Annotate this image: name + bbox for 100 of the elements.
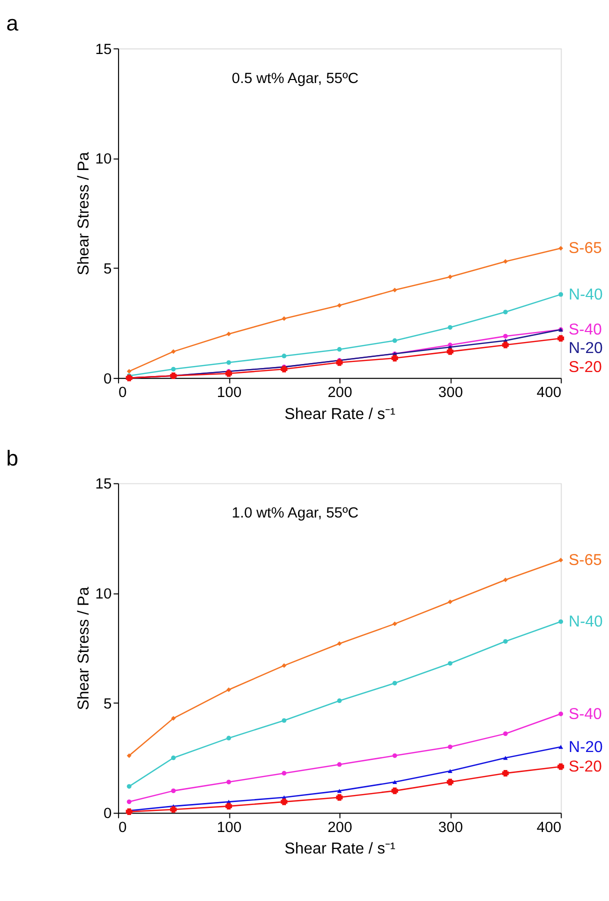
point [337, 698, 342, 704]
point [337, 303, 342, 308]
y-tick-label: 15 [95, 42, 112, 58]
point [226, 360, 232, 365]
point [448, 769, 452, 774]
x-tick-label: 0 [118, 385, 127, 402]
point [503, 756, 508, 760]
x-tick-label: 300 [438, 385, 463, 402]
point [171, 756, 176, 760]
point [558, 558, 564, 562]
point [171, 349, 176, 354]
point [391, 788, 398, 794]
x-tick-label: 400 [536, 385, 562, 402]
point [558, 246, 564, 251]
series-label: S-20 [568, 358, 602, 376]
y-tick-label: 5 [103, 261, 112, 278]
x-tick-label: 0 [118, 820, 127, 836]
series-label: N-40 [568, 614, 604, 631]
series-label: N-20 [568, 738, 604, 756]
series-label: S-40 [568, 706, 602, 723]
point [337, 762, 342, 767]
point [503, 334, 508, 338]
series-label: N-40 [568, 286, 604, 304]
series-label: S-65 [568, 552, 602, 570]
point [226, 736, 232, 740]
point [226, 332, 232, 336]
x-tick-label: 200 [328, 385, 352, 402]
point [126, 369, 132, 374]
point [225, 802, 232, 810]
point [392, 780, 398, 784]
y-tick-label: 0 [103, 806, 112, 822]
point [503, 578, 508, 582]
point [558, 712, 564, 716]
point [446, 348, 454, 355]
x-tick-label: 400 [536, 820, 562, 836]
chart-title: a [6, 10, 20, 36]
y-axis-title: Shear Stress / Pa [75, 586, 92, 710]
point [171, 366, 176, 372]
point [126, 800, 132, 804]
point [558, 744, 564, 749]
point [392, 622, 398, 626]
point [280, 366, 288, 372]
point [170, 806, 177, 813]
point [558, 335, 564, 342]
point [337, 788, 342, 793]
point [226, 780, 232, 784]
point [282, 354, 286, 358]
point [337, 641, 342, 646]
point [392, 753, 398, 758]
point [448, 274, 452, 280]
point [448, 325, 452, 330]
point [558, 763, 564, 770]
annotation: 1.0 wt% Agar, 55ºC [232, 506, 359, 522]
x-axis-title: Shear Rate / s⁻¹ [284, 840, 396, 858]
y-axis-title: Shear Stress / Pa [75, 152, 92, 276]
y-tick-label: 10 [95, 152, 112, 168]
point [502, 342, 509, 348]
x-tick-label: 100 [216, 820, 242, 836]
point [337, 347, 342, 352]
chart-title: b [6, 445, 18, 470]
point [392, 338, 398, 343]
point [503, 310, 508, 314]
point [558, 292, 564, 297]
point [503, 731, 508, 736]
point [282, 770, 286, 776]
series-label: S-20 [568, 758, 602, 776]
series-label: S-40 [568, 322, 602, 339]
point [171, 716, 176, 721]
point [448, 661, 452, 666]
point [392, 680, 398, 686]
series-label: N-20 [568, 340, 604, 358]
point [336, 794, 343, 801]
annotation: 0.5 wt% Agar, 55ºC [232, 70, 359, 87]
point [558, 619, 564, 624]
point [391, 354, 398, 362]
point [503, 639, 508, 644]
x-tick-label: 300 [438, 820, 463, 836]
point [225, 370, 232, 377]
point [503, 259, 508, 264]
point [446, 778, 454, 786]
point [126, 753, 132, 758]
point [448, 744, 452, 750]
x-axis-title: Shear Rate / s⁻¹ [284, 406, 396, 423]
point [280, 798, 288, 806]
point [126, 784, 132, 789]
y-tick-label: 5 [103, 696, 112, 712]
point [282, 316, 286, 321]
point [336, 359, 343, 366]
x-tick-label: 200 [328, 820, 352, 836]
point [226, 687, 232, 692]
x-tick-label: 100 [216, 385, 242, 402]
point [171, 788, 176, 794]
point [392, 288, 398, 292]
y-tick-label: 15 [95, 476, 112, 493]
series-label: S-65 [568, 240, 602, 258]
y-tick-label: 0 [103, 371, 112, 388]
point [282, 718, 286, 723]
point [282, 663, 286, 668]
y-tick-label: 10 [95, 586, 112, 602]
point [448, 600, 452, 604]
